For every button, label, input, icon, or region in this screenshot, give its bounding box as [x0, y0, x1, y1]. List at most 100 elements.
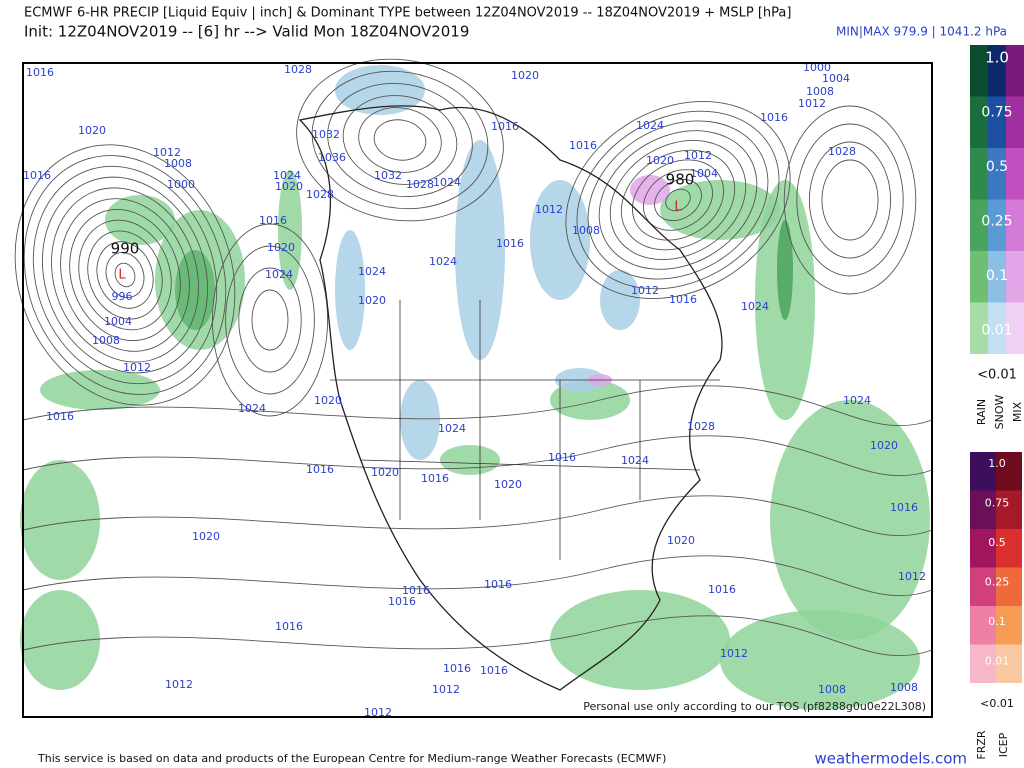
precip-area	[40, 370, 160, 410]
isobar	[609, 139, 747, 261]
isobar-label: 1004	[822, 72, 850, 85]
isobar	[69, 208, 181, 342]
legend-swatch	[970, 251, 988, 303]
isobar-label: 1020	[192, 530, 220, 543]
isobar-label: 1024	[438, 422, 466, 435]
legend-swatch	[1006, 45, 1024, 97]
min-max: MIN|MAX 979.9 | 1041.2 hPa	[836, 25, 1007, 39]
isobar	[576, 110, 780, 290]
isobar-label: 1012	[684, 149, 712, 162]
isobar-label: 1020	[275, 180, 303, 193]
isobar	[32, 165, 218, 385]
isobar-label: 1016	[443, 662, 471, 675]
legend-type: ICEP	[997, 732, 1010, 757]
legend-type: RAIN	[975, 399, 988, 425]
legend-label: 0.75	[985, 497, 1010, 510]
isobar	[22, 555, 933, 597]
legend-swatch	[988, 96, 1006, 148]
low-symbol: L	[118, 268, 126, 283]
isobar-label: 1004	[104, 315, 132, 328]
isobar-label: 1016	[26, 66, 54, 79]
legend-label: 0.01	[981, 323, 1012, 339]
isobar-label: 1020	[494, 478, 522, 491]
isobar-label: 1012	[153, 146, 181, 159]
isobar	[783, 105, 917, 295]
legend-swatch	[970, 529, 996, 568]
isobar-label: 1008	[890, 681, 918, 694]
legend-swatch	[970, 606, 996, 645]
legend-swatch	[970, 490, 996, 529]
isobar-label: 1028	[828, 145, 856, 158]
precip-area	[630, 175, 670, 205]
isobar	[565, 101, 791, 299]
legend-label: 0.5	[986, 159, 1008, 175]
isobar-label: 1000	[167, 178, 195, 191]
isobar	[23, 155, 227, 395]
legend-swatch	[996, 644, 1022, 683]
low-pressure: 980	[666, 171, 695, 189]
map: 1016 1028 10201000100410081012101610241028…	[14, 58, 933, 719]
map-frame	[22, 62, 933, 718]
precip-area	[550, 590, 730, 690]
legend-swatch	[988, 45, 1006, 97]
isobar-label: 1012	[631, 284, 659, 297]
isobar	[14, 144, 236, 406]
isobar	[631, 159, 725, 241]
isobar-label: 1016	[259, 214, 287, 227]
isobar-label: 1020	[870, 439, 898, 452]
legend-swatch	[996, 567, 1022, 606]
isobar	[808, 141, 892, 259]
isobar-label: 1024	[636, 119, 664, 132]
isobar	[311, 70, 489, 210]
legend-label: 0.5	[988, 536, 1006, 549]
isobar	[60, 198, 190, 352]
isobar	[96, 241, 154, 309]
isobar-label: 1016	[760, 111, 788, 124]
isobar-label: 1020	[314, 394, 342, 407]
isobar	[665, 188, 691, 212]
isobar-label: 1028	[306, 188, 334, 201]
credit: This service is based on data and produc…	[37, 752, 666, 765]
legend-swatch	[1006, 148, 1024, 200]
title: ECMWF 6-HR PRECIP [Liquid Equiv | inch] …	[24, 6, 791, 21]
isobar-label: 1008	[818, 683, 846, 696]
borders	[330, 300, 720, 560]
continent-outline	[298, 105, 723, 691]
isobar	[327, 82, 473, 198]
isobar	[211, 223, 329, 417]
isobar	[821, 159, 879, 241]
isobar-label: 1024	[741, 300, 769, 313]
isobar-label: 1024	[358, 265, 386, 278]
legend-swatch	[996, 490, 1022, 529]
legend-label: 0.25	[981, 214, 1012, 230]
isobar-label: 1012	[432, 683, 460, 696]
precip-area	[455, 140, 505, 360]
legend-label: 0.1	[988, 615, 1006, 628]
isobar-label: 1016	[480, 664, 508, 677]
precip-area	[20, 460, 100, 580]
isobar-label: 1024	[843, 394, 871, 407]
legend-swatch	[970, 302, 988, 354]
low-pressure: 990	[111, 240, 140, 258]
legend-below: <0.01	[977, 368, 1017, 383]
legend-swatch	[1006, 251, 1024, 303]
isobar-label: 1016	[46, 410, 74, 423]
precip-area	[20, 590, 100, 690]
isobar-label: 1020	[646, 154, 674, 167]
isobar-label: 1016	[496, 237, 524, 250]
isobar-label: 1016	[491, 120, 519, 133]
isobar-label: 1020	[667, 534, 695, 547]
legend-swatch	[970, 96, 988, 148]
isobar	[796, 123, 904, 277]
isobar-label: 1012	[798, 97, 826, 110]
isobar-label: 1024	[273, 169, 301, 182]
isobar-label: 1020	[78, 124, 106, 137]
legend-swatch	[988, 302, 1006, 354]
isobar	[22, 495, 933, 537]
isobar-label: 1008	[164, 157, 192, 170]
precip-area	[600, 270, 640, 330]
legend-swatch	[970, 148, 988, 200]
isobar	[87, 230, 163, 320]
legend-swatch	[970, 199, 988, 251]
isobar-label: 1012	[165, 678, 193, 691]
